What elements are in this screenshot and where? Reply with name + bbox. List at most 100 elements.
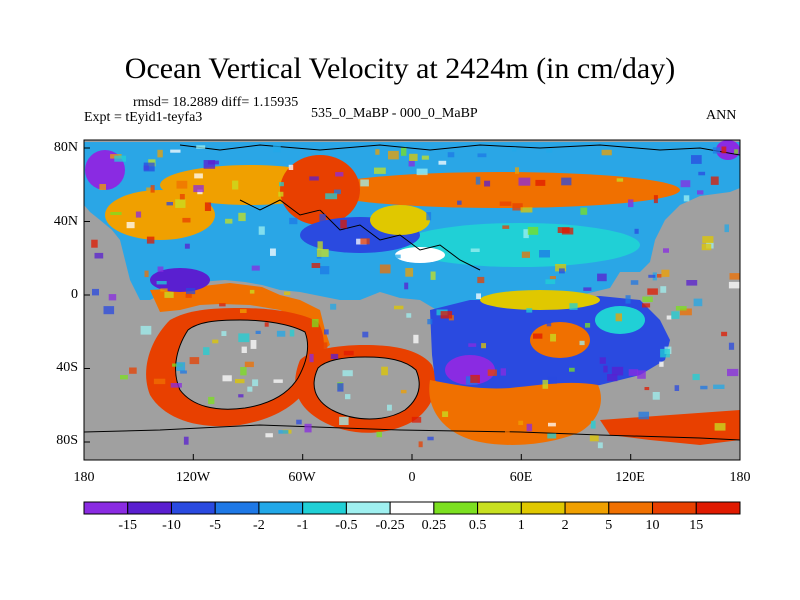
field-cell (601, 149, 612, 156)
field-cell (170, 383, 182, 388)
colorbar-label: -0.5 (335, 518, 358, 533)
field-cell (644, 387, 650, 391)
field-cell (146, 187, 154, 196)
field-cell (251, 265, 260, 271)
field-cell (505, 426, 510, 434)
field-cell (728, 342, 735, 350)
field-cell (170, 149, 181, 153)
outline-north-landmass (179, 144, 740, 156)
field-cell (309, 353, 314, 363)
field-cell (468, 343, 477, 347)
field-cell (502, 225, 510, 229)
colorbar-label: -5 (209, 518, 222, 533)
field-cell (319, 214, 326, 222)
field-cell (580, 207, 588, 215)
field-cell (222, 375, 232, 382)
field-cell (401, 147, 407, 156)
field-cell (729, 273, 740, 280)
field-cell (634, 228, 639, 234)
field-cell (647, 288, 658, 295)
colorbar-swatch (214, 501, 260, 515)
ocean-tropical-east (150, 283, 330, 352)
field-cell (92, 288, 99, 296)
field-cell (712, 147, 721, 154)
colorbar-label: 5 (605, 518, 613, 533)
ocean-south-ring (429, 380, 601, 445)
field-cell (114, 155, 127, 162)
field-cell (583, 287, 592, 291)
field-cell (99, 184, 106, 190)
field-cell (727, 368, 739, 377)
ocean-west-ring-inner (175, 320, 308, 410)
field-cell (387, 404, 392, 411)
field-cell (126, 222, 135, 229)
field-cell (512, 203, 523, 211)
patch-tropic-yellow (480, 290, 600, 310)
field-cell (691, 155, 702, 164)
patch-north-orange-1 (320, 172, 680, 208)
field-cell (659, 361, 664, 367)
field-cell (232, 180, 239, 190)
field-cell (476, 293, 481, 299)
field-cell (550, 333, 556, 342)
field-cell (120, 375, 128, 380)
field-cell (542, 379, 549, 389)
field-cell (547, 376, 557, 384)
field-cell (518, 177, 531, 186)
colorbar-label: 0.25 (421, 518, 447, 533)
y-tick-label: 0 (71, 287, 78, 302)
field-cell (680, 308, 692, 316)
field-cell (512, 147, 517, 152)
field-cell (616, 178, 624, 182)
field-cell (680, 180, 691, 188)
field-cell (671, 311, 680, 319)
field-cell (637, 370, 646, 379)
field-cell (129, 367, 137, 374)
stats-text: rmsd= 18.2889 diff= 1.15935 (133, 95, 299, 110)
field-cell (264, 322, 269, 327)
field-cell (317, 241, 323, 250)
field-cell (686, 280, 698, 286)
patch-east-purple-1 (445, 355, 495, 385)
colorbar-label: -2 (253, 518, 265, 533)
field-cell (196, 145, 206, 149)
field-cell (164, 291, 174, 298)
colorbar-swatch (83, 501, 129, 515)
field-cell (315, 203, 323, 210)
field-cell (499, 201, 512, 206)
field-cell (238, 212, 246, 222)
field-cell (289, 217, 298, 225)
field-cell (252, 379, 259, 387)
field-cell (330, 353, 339, 359)
outline-antarctica (84, 424, 740, 441)
field-cell (235, 379, 245, 384)
field-cell (108, 294, 117, 301)
field-cell (714, 423, 726, 431)
field-cell (193, 185, 204, 193)
colorbar-swatch (170, 501, 216, 515)
field-cell (416, 168, 428, 176)
field-cell (559, 268, 565, 274)
field-cell (642, 303, 651, 308)
field-cell (179, 194, 185, 200)
field-cell (693, 298, 703, 307)
field-cell (265, 433, 273, 438)
field-cell (603, 365, 608, 373)
field-cell (599, 357, 606, 364)
field-cell (421, 155, 429, 160)
field-cell (487, 369, 497, 376)
field-cell (477, 276, 485, 284)
field-cell (144, 270, 149, 278)
field-cell (734, 149, 739, 154)
field-cell (700, 385, 708, 390)
field-cell (330, 303, 337, 310)
field-cell (183, 436, 189, 445)
field-cell (289, 329, 295, 337)
field-cell (270, 248, 276, 256)
axis-ticks (83, 147, 741, 460)
colorbar (83, 501, 741, 515)
field-cell (589, 435, 599, 442)
field-cell (374, 167, 386, 174)
field-cell (324, 329, 329, 335)
